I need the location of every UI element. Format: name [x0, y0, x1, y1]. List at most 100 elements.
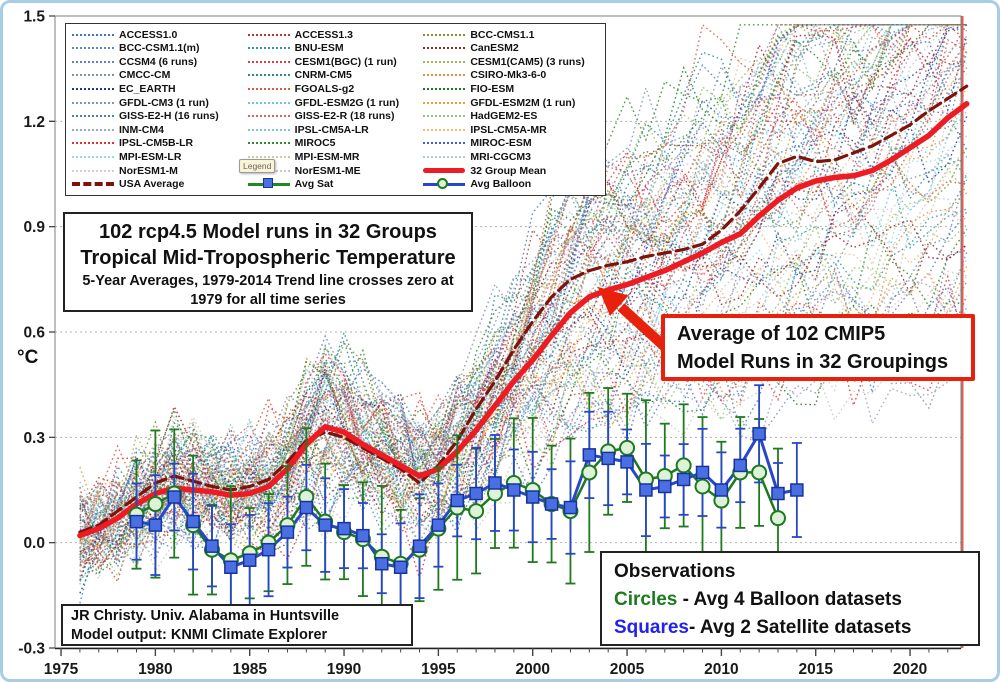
avg-sat-line — [136, 430, 798, 569]
model-run-line — [79, 24, 967, 529]
legend-entry-label: MPI-ESM-MR — [294, 150, 360, 163]
y-tick-label: 1.2 — [23, 114, 45, 131]
x-tick-label: 2005 — [610, 661, 645, 678]
model-run-line — [79, 281, 968, 561]
x-tick-label: 1990 — [327, 661, 361, 678]
model-run-line — [79, 24, 967, 548]
model-run-line — [79, 274, 968, 581]
sat-square-marker — [450, 493, 464, 508]
sat-square-marker — [261, 542, 276, 557]
legend-entry: FIO-ESM — [423, 82, 599, 96]
model-run-line — [79, 24, 967, 569]
model-run-line — [79, 23, 967, 510]
title-box: 102 rcp4.5 Model runs in 32 Groups Tropi… — [63, 212, 473, 312]
chart-title-line1: 102 rcp4.5 Model runs in 32 Groups — [99, 221, 437, 243]
legend-dotted-line-marker — [247, 155, 290, 158]
legend-entry-label: FGOALS-g2 — [294, 83, 355, 96]
legend-entry-label: NorESM1-M — [119, 164, 178, 177]
legend-dotted-line-marker — [72, 101, 114, 104]
legend-entry-label: USA Average — [119, 178, 185, 191]
legend-dotted-line-marker — [247, 115, 290, 118]
legend-entry: GFDL-ESM2M (1 run) — [423, 96, 599, 110]
observations-circles-line: Circles - Avg 4 Balloon datasets — [614, 586, 966, 614]
model-run-line — [79, 147, 968, 540]
model-run-line — [79, 24, 967, 548]
balloon-circle-marker — [147, 496, 164, 513]
legend-entry: EC_EARTH — [72, 82, 248, 96]
credit-line2: Model output: KNMI Climate Explorer — [71, 627, 328, 644]
legend-entry-label: BCC-CMS1.1 — [470, 28, 535, 41]
balloon-circle-marker — [769, 510, 786, 527]
model-run-line — [79, 179, 968, 564]
legend-dotted-line-marker — [72, 142, 114, 145]
chart-subtitle-line1: 5-Year Averages, 1979-2014 Trend line cr… — [82, 272, 454, 289]
legend-dotted-line-marker — [423, 115, 466, 118]
circle-marker-icon — [437, 177, 449, 189]
obs-circles-rest: - Avg 4 Balloon datasets — [677, 588, 902, 610]
legend-dotted-line-marker — [423, 33, 466, 36]
x-tick-label: 1980 — [138, 661, 172, 678]
sat-square-marker — [356, 528, 370, 543]
legend-dotted-line-marker — [247, 60, 290, 63]
legend-dotted-line-marker — [247, 88, 290, 91]
legend-entry: CESM1(CAM5) (3 runs) — [423, 55, 599, 69]
group-mean — [77, 101, 970, 539]
legend-entry: ACCESS1.0 — [72, 28, 248, 42]
legend-dotted-line-marker — [247, 101, 290, 104]
legend-column-3: BCC-CMS1.1 CanESM2 CESM1(CAM5) (3 runs) CSI… — [423, 28, 599, 191]
model-run-line — [79, 98, 968, 585]
balloon-circle-marker — [694, 478, 711, 495]
y-tick-label: -0.3 — [18, 641, 45, 658]
legend-dotted-line-marker — [72, 88, 114, 91]
square-marker-icon — [262, 178, 273, 189]
legend-entry: BNU-ESM — [247, 42, 424, 56]
sat-square-marker — [639, 483, 653, 497]
model-run-line — [79, 24, 967, 553]
balloon-circle-marker — [751, 464, 768, 481]
model-run-line — [79, 24, 967, 530]
annotation-arrow — [598, 287, 670, 352]
legend-entry: MIROC5 — [247, 137, 424, 151]
cmip5-average-annotation-box: Average of 102 CMIP5 Model Runs in 32 Gr… — [661, 314, 975, 381]
legend-entry-label: MRI-CGCM3 — [470, 150, 532, 163]
legend-entry: USA Average — [72, 177, 248, 191]
legend-entry-label: GFDL-ESM2M (1 run) — [470, 96, 576, 109]
model-run-line — [79, 207, 968, 552]
model-run-line — [79, 73, 968, 562]
legend-dotted-line-marker — [72, 169, 114, 172]
usa-average-line — [78, 84, 969, 534]
sat-square-marker — [337, 521, 351, 536]
legend-entry: HadGEM2-ES — [423, 109, 599, 123]
model-run-line — [79, 147, 967, 556]
sat-square-marker — [186, 514, 200, 529]
credit-line1: JR Christy. Univ. Alabama in Huntsville — [71, 608, 340, 624]
sat-square-marker — [412, 539, 427, 553]
sat-square-marker — [393, 560, 408, 574]
model-run-line — [79, 24, 967, 525]
model-run-line — [79, 135, 968, 551]
legend-dotted-line-marker — [423, 101, 466, 104]
model-run-line — [79, 101, 968, 561]
y-axis-unit-label: °C — [17, 347, 39, 368]
legend-dotted-line-marker — [72, 74, 114, 77]
legend-entry-label: CSIRO-Mk3-6-0 — [470, 69, 547, 82]
annotation-line1: Average of 102 CMIP5 — [677, 323, 886, 345]
legend-entry: MPI-ESM-MR — [247, 150, 424, 164]
model-run-line — [79, 272, 968, 557]
legend-entry: MPI-ESM-LR — [72, 150, 248, 164]
legend-dotted-line-marker — [247, 33, 290, 36]
model-run-line — [79, 24, 967, 551]
model-run-line — [79, 24, 967, 558]
chart-subtitle-line2: 1979 for all time series — [190, 291, 346, 308]
sat-square-marker — [488, 476, 502, 490]
balloon-circle-marker — [581, 464, 598, 481]
legend-entry: GFDL-ESM2G (1 run) — [247, 96, 424, 110]
legend-dotted-line-marker — [423, 74, 466, 77]
sat-square-marker — [658, 479, 672, 494]
x-tick-label: 1985 — [232, 661, 267, 678]
arrow-head-icon — [598, 287, 629, 316]
x-tick-label: 2015 — [798, 661, 833, 678]
model-run-line — [79, 24, 967, 565]
legend-entry: GISS-E2-H (16 runs) — [72, 109, 248, 123]
